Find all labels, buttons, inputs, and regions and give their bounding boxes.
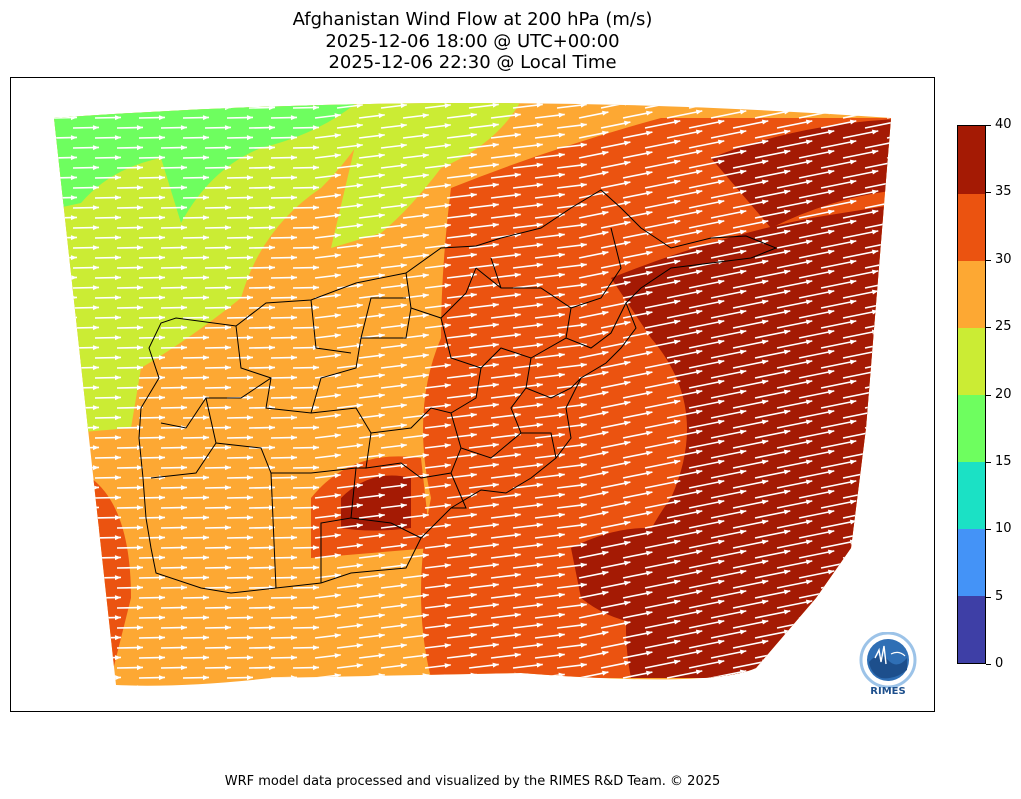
wind-map: [54, 103, 891, 686]
colorbar-tick-label: 10: [995, 521, 1012, 537]
colorbar-segment: [958, 327, 985, 395]
rimes-logo-text: RIMES: [870, 686, 906, 697]
colorbar-tick-mark: [986, 327, 991, 329]
colorbar-tick-mark: [986, 192, 991, 194]
chart-title-line-1: Afghanistan Wind Flow at 200 hPa (m/s): [292, 9, 653, 30]
afghanistan-province-boundaries: [138, 189, 778, 594]
colorbar-tick-mark: [986, 461, 991, 463]
colorbar-tick-label: 5: [995, 588, 1004, 604]
colorbar-segment: [958, 193, 985, 261]
colorbar-tick-mark: [986, 394, 991, 396]
colorbar-tick-mark: [986, 596, 991, 598]
colorbar-tick-mark: [986, 125, 991, 126]
colorbar-tick-mark: [986, 529, 991, 531]
footer-credit: WRF model data processed and visualized …: [224, 774, 721, 789]
chart-title-line-3: 2025-12-06 22:30 @ Local Time: [328, 52, 617, 73]
colorbar-segment: [958, 126, 985, 194]
colorbar: [957, 125, 986, 664]
colorbar-segment: [958, 260, 985, 328]
colorbar-tick-label: 15: [995, 453, 1012, 469]
colorbar-tick-mark: [986, 259, 991, 261]
colorbar-tick-label: 40: [995, 117, 1012, 132]
colorbar-segment: [958, 595, 985, 663]
colorbar-segment: [958, 528, 985, 597]
colorbar-tick-label: 0: [995, 656, 1004, 671]
colorbar-tick-label: 20: [995, 386, 1012, 402]
rimes-logo: RIMES: [855, 631, 921, 700]
colorbar-tick-label: 25: [995, 319, 1012, 335]
colorbar-segment: [958, 394, 985, 463]
rimes-globe-logo-icon: [859, 631, 917, 689]
colorbar-tick-label: 30: [995, 251, 1012, 267]
chart-title-line-2: 2025-12-06 18:00 @ UTC+00:00: [325, 31, 620, 52]
colorbar-tick-mark: [986, 664, 991, 665]
colorbar-tick-label: 35: [995, 184, 1012, 200]
colorbar-segment: [958, 461, 985, 530]
map-frame: [10, 77, 935, 712]
wind-vectors: [54, 103, 891, 686]
